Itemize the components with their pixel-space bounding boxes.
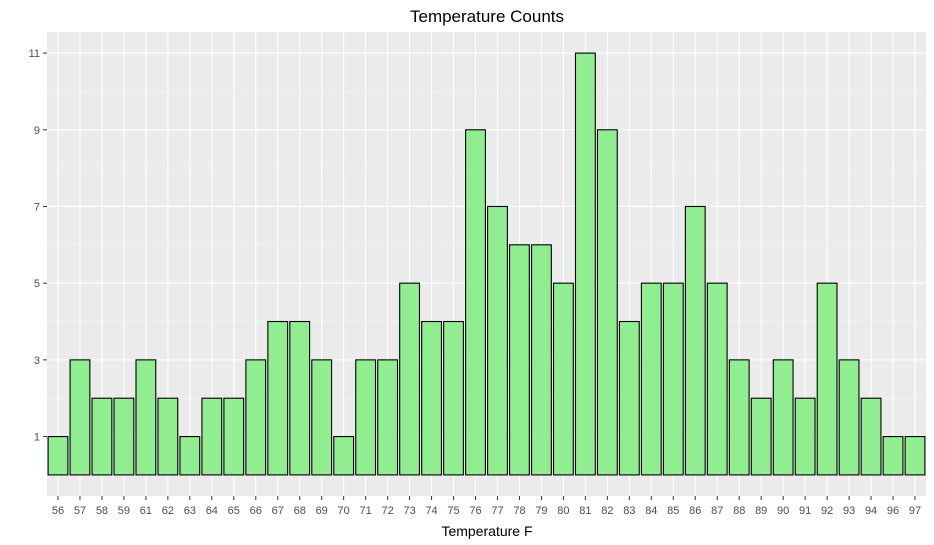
bar-61 [135, 359, 157, 476]
bar-96 [882, 436, 904, 476]
bar-83 [618, 320, 640, 476]
bar-81 [574, 52, 596, 476]
bar-62 [157, 397, 179, 476]
x-tick-label: 62 [162, 505, 174, 517]
x-tick-label: 80 [557, 505, 569, 517]
bar-93 [838, 359, 860, 476]
bar-92 [816, 282, 838, 476]
x-tick-label: 79 [535, 505, 547, 517]
x-tick-label: 58 [96, 505, 108, 517]
x-tick-label: 91 [799, 505, 811, 517]
bar-77 [487, 205, 508, 476]
x-tick-label: 71 [360, 505, 372, 517]
bar-85 [662, 282, 684, 476]
bar-57 [69, 359, 91, 476]
x-tick-label: 89 [755, 505, 767, 517]
x-tick-label: 59 [118, 505, 130, 517]
bar-86 [684, 205, 706, 476]
x-tick-label: 76 [469, 505, 481, 517]
y-tick-label: 5 [34, 278, 40, 290]
bar-79 [530, 244, 552, 476]
x-tick-label: 84 [645, 505, 657, 517]
bar-74 [421, 320, 443, 476]
x-tick-label: 57 [74, 505, 86, 517]
x-tick-label: 94 [865, 505, 877, 517]
bar-58 [91, 397, 113, 476]
x-tick-label: 97 [909, 505, 921, 517]
y-tick-label: 11 [29, 48, 40, 60]
bar-91 [794, 397, 816, 476]
x-tick-label: 73 [403, 505, 415, 517]
x-tick-label: 65 [228, 505, 240, 517]
bar-80 [552, 282, 574, 476]
bar-87 [706, 282, 728, 476]
bar-84 [640, 282, 662, 476]
bar-75 [443, 320, 464, 476]
x-tick-label: 77 [491, 505, 503, 517]
x-tick-label: 63 [184, 505, 196, 517]
bar-97 [904, 436, 926, 476]
plot-panel [47, 32, 926, 496]
bar-73 [399, 282, 421, 476]
bar-82 [596, 129, 618, 476]
bar-64 [201, 397, 223, 476]
x-tick-label: 88 [733, 505, 745, 517]
x-tick-label: 64 [206, 505, 218, 517]
x-tick-label: 85 [667, 505, 679, 517]
bar-69 [311, 359, 333, 476]
y-tick-label: 1 [34, 432, 40, 444]
bar-94 [860, 397, 882, 476]
x-axis-label: Temperature F [441, 523, 532, 539]
y-axis: 1 3 5 7 9 11 [29, 48, 47, 444]
x-tick-label: 66 [250, 505, 262, 517]
x-tick-label: 61 [140, 505, 152, 517]
bar-56 [47, 436, 69, 476]
bar-72 [377, 359, 399, 476]
x-tick-label: 74 [425, 505, 437, 517]
bar-70 [333, 436, 355, 476]
y-tick-label: 9 [34, 125, 40, 137]
x-tick-label: 90 [777, 505, 789, 517]
bar-78 [509, 244, 530, 476]
bar-63 [179, 436, 201, 476]
x-tick-label: 87 [711, 505, 723, 517]
bar-66 [245, 359, 267, 476]
bar-88 [728, 359, 750, 476]
x-tick-label: 75 [447, 505, 459, 517]
x-tick-label: 72 [381, 505, 393, 517]
bar-67 [267, 320, 289, 476]
x-tick-label: 67 [272, 505, 284, 517]
bar-76 [465, 129, 486, 476]
x-tick-label: 81 [579, 505, 591, 517]
x-tick-label: 92 [821, 505, 833, 517]
x-tick-label: 68 [294, 505, 306, 517]
x-tick-label: 83 [623, 505, 635, 517]
bar-89 [750, 397, 772, 476]
y-tick-label: 3 [34, 355, 40, 367]
x-tick-label: 70 [338, 505, 350, 517]
x-tick-label: 56 [52, 505, 64, 517]
x-axis: 56 57 58 59 61 62 63 64 65 66 67 68 69 70 71 72 73 74 75 76… [52, 496, 921, 517]
y-tick-label: 7 [34, 201, 40, 213]
x-tick-label: 78 [513, 505, 525, 517]
x-tick-label: 69 [316, 505, 328, 517]
x-tick-label: 82 [601, 505, 613, 517]
bar-65 [223, 397, 245, 476]
bar-59 [113, 397, 135, 476]
bar-68 [289, 320, 311, 476]
bars [47, 52, 926, 476]
bar-71 [355, 359, 377, 476]
bar-90 [772, 359, 794, 476]
x-tick-label: 93 [843, 505, 855, 517]
x-tick-label: 86 [689, 505, 701, 517]
x-tick-label: 96 [887, 505, 899, 517]
chart-title: Temperature Counts [410, 7, 564, 26]
